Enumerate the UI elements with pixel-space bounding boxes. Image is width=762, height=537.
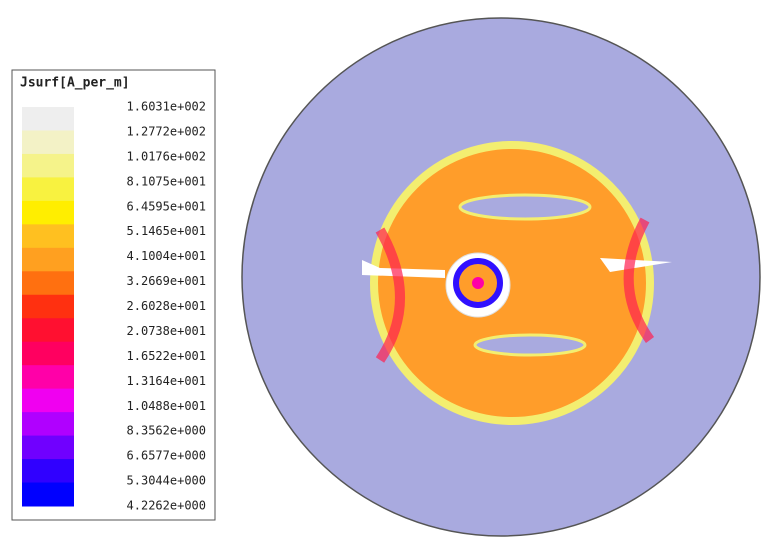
level-label: 1.2772e+002 [127, 124, 206, 138]
feed-center [472, 277, 484, 289]
color-swatch [22, 482, 74, 507]
color-swatch [22, 459, 74, 484]
color-swatch [22, 294, 74, 319]
slot-left [362, 260, 445, 278]
color-swatch [22, 365, 74, 390]
level-label: 6.4595e+001 [127, 199, 206, 213]
slot-right [600, 258, 672, 272]
high-current-edge [375, 227, 405, 363]
level-label: 5.3044e+000 [127, 474, 206, 488]
color-swatch [22, 271, 74, 296]
level-label: 1.6522e+001 [127, 349, 206, 363]
color-swatch [22, 341, 74, 366]
level-label: 2.6028e+001 [127, 299, 206, 313]
color-swatch [22, 200, 74, 225]
model-view [241, 17, 761, 537]
legend-rows: 1.6031e+002 1.2772e+002 1.0176e+002 8.1075e… [22, 100, 206, 513]
level-label: 4.2262e+000 [127, 499, 206, 513]
color-swatch [22, 224, 74, 249]
level-label: 1.0176e+002 [127, 149, 206, 163]
color-swatch [22, 177, 74, 202]
level-label: 1.0488e+001 [127, 399, 206, 413]
color-swatch [22, 318, 74, 343]
color-swatch [22, 412, 74, 437]
level-label: 6.6577e+000 [127, 449, 206, 463]
level-label: 1.6031e+002 [127, 100, 206, 114]
lower-gap [473, 333, 587, 357]
level-label: 5.1465e+001 [127, 224, 206, 238]
upper-gap [458, 193, 592, 221]
level-label: 8.1075e+001 [127, 174, 206, 188]
level-label: 1.3164e+001 [127, 374, 206, 388]
level-label: 8.3562e+000 [127, 424, 206, 438]
high-current-edge [623, 217, 655, 343]
level-label: 3.2669e+001 [127, 274, 206, 288]
color-swatch [22, 247, 74, 272]
conductor-ring [370, 141, 654, 425]
color-swatch [22, 107, 74, 131]
color-swatch [22, 153, 74, 178]
level-label: 4.1004e+001 [127, 249, 206, 263]
legend-title: Jsurf[A_per_m] [20, 76, 130, 91]
color-swatch [22, 130, 74, 155]
color-swatch [22, 435, 74, 460]
color-swatch [22, 388, 74, 413]
level-label: 2.0738e+001 [127, 324, 206, 338]
